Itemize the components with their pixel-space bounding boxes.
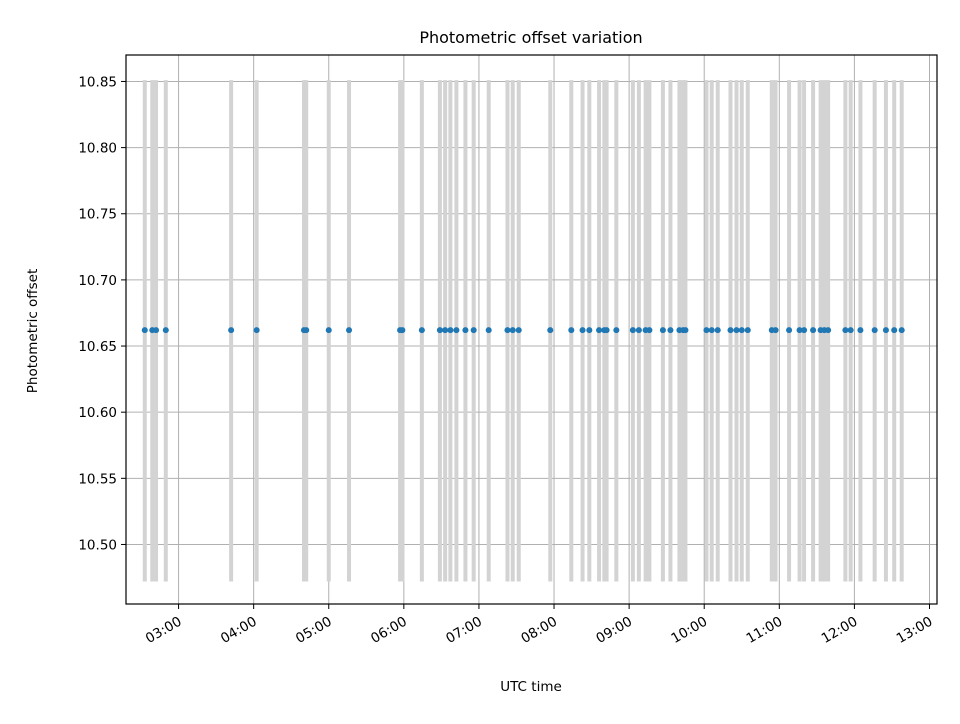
data-point bbox=[744, 327, 751, 334]
y-tick-label: 10.55 bbox=[78, 471, 117, 487]
x-axis-label: UTC time bbox=[500, 679, 562, 695]
data-point bbox=[485, 327, 492, 334]
data-point bbox=[462, 327, 469, 334]
data-point bbox=[810, 327, 817, 334]
data-point bbox=[842, 327, 849, 334]
y-tick-label: 10.65 bbox=[78, 339, 117, 355]
data-point bbox=[596, 327, 603, 334]
data-point bbox=[659, 327, 666, 334]
data-point bbox=[253, 327, 260, 334]
data-point bbox=[586, 327, 593, 334]
data-point bbox=[682, 327, 689, 334]
data-point bbox=[515, 327, 522, 334]
data-point bbox=[613, 327, 620, 334]
data-point bbox=[898, 327, 905, 334]
data-point bbox=[667, 327, 674, 334]
data-point bbox=[738, 327, 745, 334]
data-point bbox=[453, 327, 460, 334]
y-tick-label: 10.60 bbox=[78, 405, 117, 421]
data-point bbox=[436, 327, 443, 334]
y-axis-ticks: 10.50 10.55 10.60 10.65 10.70 10.75 10.80 10.85 bbox=[78, 74, 126, 553]
data-point bbox=[629, 327, 636, 334]
data-point bbox=[418, 327, 425, 334]
data-point bbox=[162, 327, 169, 334]
data-point bbox=[727, 327, 734, 334]
data-point bbox=[857, 327, 864, 334]
data-point bbox=[796, 327, 803, 334]
data-point bbox=[825, 327, 832, 334]
data-point bbox=[504, 327, 511, 334]
y-tick-label: 10.80 bbox=[78, 141, 117, 157]
data-point bbox=[703, 327, 710, 334]
data-point bbox=[871, 327, 878, 334]
data-point bbox=[399, 327, 406, 334]
y-tick-label: 10.75 bbox=[78, 207, 117, 223]
data-points bbox=[141, 327, 905, 334]
chart-title: Photometric offset variation bbox=[419, 28, 642, 47]
data-point bbox=[228, 327, 235, 334]
data-point bbox=[891, 327, 898, 334]
data-point bbox=[733, 327, 740, 334]
data-point bbox=[547, 327, 554, 334]
data-point bbox=[801, 327, 808, 334]
data-point bbox=[470, 327, 477, 334]
data-point bbox=[509, 327, 516, 334]
data-point bbox=[346, 327, 353, 334]
data-point bbox=[568, 327, 575, 334]
y-axis-label: Photometric offset bbox=[25, 269, 41, 393]
data-point bbox=[442, 327, 449, 334]
data-point bbox=[447, 327, 454, 334]
data-point bbox=[772, 327, 779, 334]
plot-area-frame bbox=[125, 54, 938, 605]
y-tick-label: 10.70 bbox=[78, 273, 117, 289]
data-point bbox=[141, 327, 148, 334]
data-point bbox=[153, 327, 160, 334]
data-point bbox=[714, 327, 721, 334]
data-point bbox=[325, 327, 332, 334]
y-tick-label: 10.85 bbox=[78, 74, 117, 90]
data-point bbox=[579, 327, 586, 334]
data-point bbox=[635, 327, 642, 334]
data-point bbox=[646, 327, 653, 334]
data-point bbox=[847, 327, 854, 334]
data-point bbox=[303, 327, 310, 334]
data-point bbox=[882, 327, 889, 334]
data-point bbox=[708, 327, 715, 334]
data-point bbox=[786, 327, 793, 334]
data-point bbox=[603, 327, 610, 334]
y-tick-label: 10.50 bbox=[78, 537, 117, 553]
